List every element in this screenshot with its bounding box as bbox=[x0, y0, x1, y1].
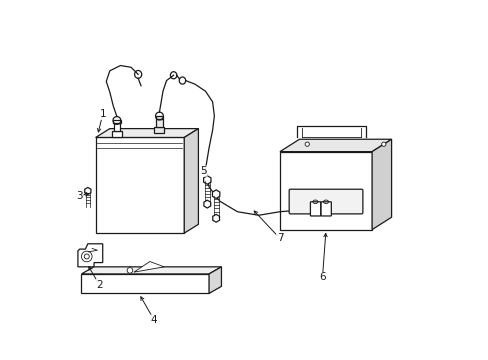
Polygon shape bbox=[81, 274, 209, 293]
Circle shape bbox=[81, 251, 92, 262]
Text: 4: 4 bbox=[150, 315, 157, 325]
FancyBboxPatch shape bbox=[288, 189, 362, 214]
Text: 1: 1 bbox=[99, 109, 106, 120]
Bar bbox=[156, 119, 163, 127]
Polygon shape bbox=[279, 139, 391, 152]
Polygon shape bbox=[371, 139, 391, 230]
Polygon shape bbox=[78, 244, 102, 267]
Polygon shape bbox=[209, 267, 221, 293]
FancyBboxPatch shape bbox=[310, 202, 320, 216]
Text: 7: 7 bbox=[276, 234, 283, 243]
Bar bbox=[112, 131, 122, 138]
Polygon shape bbox=[81, 267, 221, 274]
FancyBboxPatch shape bbox=[321, 202, 331, 216]
Polygon shape bbox=[184, 129, 198, 233]
Polygon shape bbox=[134, 261, 163, 272]
Circle shape bbox=[127, 267, 133, 273]
Circle shape bbox=[305, 142, 309, 146]
Text: 3: 3 bbox=[76, 191, 83, 201]
Text: 5: 5 bbox=[200, 166, 206, 176]
Bar bbox=[154, 127, 164, 133]
Text: 2: 2 bbox=[96, 280, 102, 289]
Circle shape bbox=[84, 254, 89, 259]
Polygon shape bbox=[96, 138, 184, 233]
Bar bbox=[113, 121, 121, 123]
Text: 6: 6 bbox=[319, 273, 325, 283]
Bar bbox=[114, 123, 120, 131]
Polygon shape bbox=[279, 152, 371, 230]
Polygon shape bbox=[96, 129, 198, 138]
Bar bbox=[155, 116, 163, 119]
Circle shape bbox=[381, 142, 385, 146]
